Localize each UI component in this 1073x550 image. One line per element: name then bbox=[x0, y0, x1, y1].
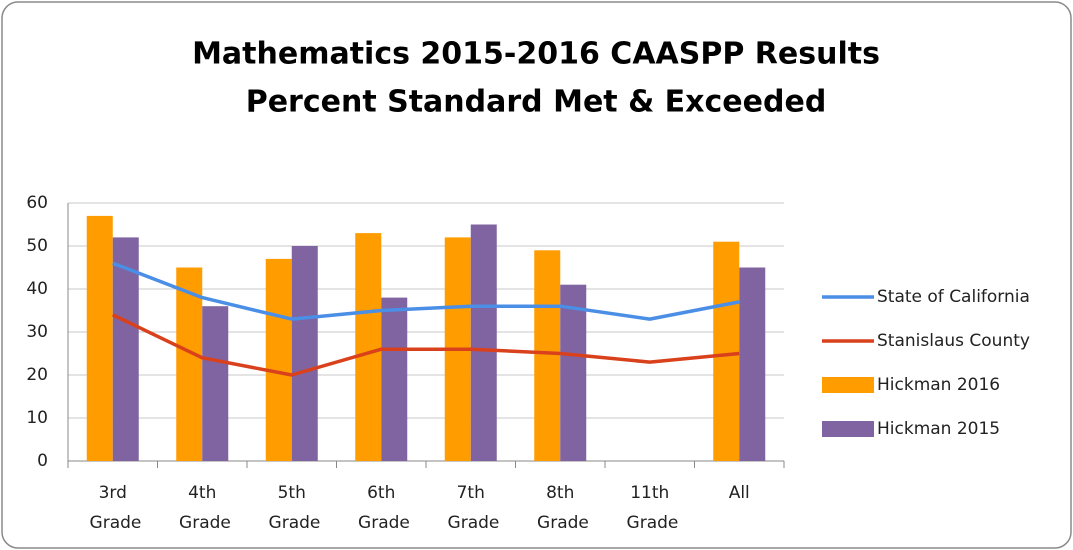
line bbox=[112, 261, 740, 321]
bar bbox=[713, 241, 740, 461]
legend-label: Hickman 2015 bbox=[877, 419, 1000, 439]
y-tick-label: 20 bbox=[26, 365, 48, 385]
legend-swatch bbox=[822, 421, 874, 437]
y-tick-label: 10 bbox=[26, 408, 48, 428]
y-tick-label: 0 bbox=[37, 451, 48, 471]
x-tick-label: 5th Grade bbox=[263, 483, 320, 533]
x-tick-label: All bbox=[729, 483, 750, 503]
line bbox=[111, 313, 740, 377]
bar bbox=[291, 246, 318, 461]
chart-subtitle: Percent Standard Met & Exceeded bbox=[246, 85, 827, 120]
bar bbox=[381, 297, 408, 461]
legend-label: State of California bbox=[877, 287, 1030, 307]
bar bbox=[470, 224, 497, 461]
y-tick-label: 50 bbox=[26, 236, 48, 256]
bar bbox=[265, 258, 292, 461]
bar bbox=[202, 306, 229, 461]
bar bbox=[112, 237, 139, 461]
x-tick-label: 7th Grade bbox=[442, 483, 499, 533]
bar bbox=[534, 250, 561, 461]
x-tick-label: 6th Grade bbox=[353, 483, 410, 533]
x-tick-label: 8th Grade bbox=[532, 483, 589, 533]
legend-swatch bbox=[822, 377, 874, 393]
y-tick-label: 30 bbox=[26, 322, 48, 342]
bar bbox=[739, 267, 766, 461]
x-tick-label: 4th Grade bbox=[174, 483, 231, 533]
legend-label: Stanislaus County bbox=[877, 331, 1030, 351]
bar bbox=[355, 233, 382, 461]
bar bbox=[176, 267, 203, 461]
y-tick-label: 60 bbox=[26, 193, 48, 213]
y-tick-label: 40 bbox=[26, 279, 48, 299]
x-tick-label: 11th Grade bbox=[621, 483, 678, 533]
x-tick-label: 3rd Grade bbox=[84, 483, 141, 533]
chart-title: Mathematics 2015-2016 CAASPP Results bbox=[192, 37, 880, 72]
bar bbox=[560, 284, 587, 461]
legend-label: Hickman 2016 bbox=[877, 375, 1000, 395]
bar bbox=[86, 215, 113, 461]
